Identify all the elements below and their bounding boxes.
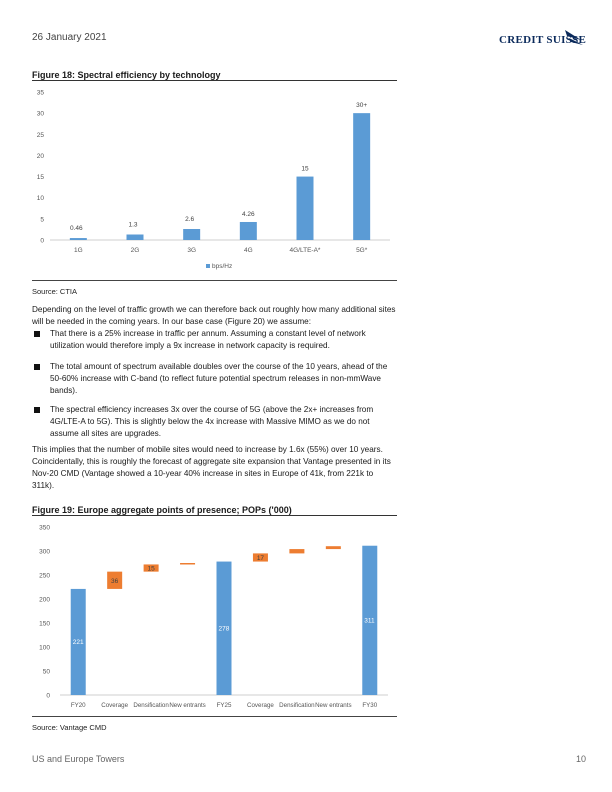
conclusion-paragraph: This implies that the number of mobile s…	[32, 445, 391, 490]
bullet-icon	[34, 364, 40, 370]
x-tick-label: 4G/LTE-A*	[290, 247, 321, 254]
figure-19-title: Figure 19: Europe aggregate points of pr…	[32, 505, 292, 515]
legend-swatch	[206, 264, 210, 268]
data-label: 0.46	[70, 225, 83, 232]
report-date: 26 January 2021	[32, 32, 107, 43]
figure-19-top-rule	[32, 515, 397, 516]
x-tick-label: FY30	[362, 702, 377, 709]
data-label: 15	[147, 566, 155, 573]
logo-wordmark: CREDIT SUISSE	[499, 34, 587, 46]
x-tick-label: New entrants	[315, 702, 351, 709]
bar	[70, 588, 86, 695]
bar	[143, 564, 159, 572]
bar	[239, 221, 257, 240]
data-label: 17	[257, 555, 265, 562]
data-label: 15	[301, 166, 309, 173]
y-tick-label: 100	[39, 645, 50, 652]
y-tick-label: 30	[37, 111, 45, 118]
x-tick-label: Coverage	[101, 702, 128, 709]
y-tick-label: 20	[37, 153, 45, 160]
bar	[362, 545, 378, 695]
x-tick-label: 4G	[244, 247, 253, 254]
y-tick-label: 200	[39, 597, 50, 604]
credit-suisse-logo: CREDIT SUISSE	[495, 28, 587, 48]
y-tick-label: 50	[43, 669, 51, 676]
legend-label: bps/Hz	[212, 263, 232, 270]
data-label: 278	[219, 625, 230, 632]
data-label: 2.6	[185, 216, 194, 223]
bar	[216, 561, 232, 695]
y-tick-label: 350	[39, 525, 50, 532]
bar	[107, 571, 123, 589]
intro-paragraph: Depending on the level of traffic growth…	[32, 305, 396, 326]
bullet-text: The total amount of spectrum available d…	[50, 362, 388, 395]
data-label: 30+	[356, 102, 367, 109]
bar	[183, 229, 201, 240]
spectral-efficiency-chart: 0 5 10 15 20 25 30 35 0.46 1G 1.3 2G 2.6 3G 4.26 4G 15 4G…	[37, 90, 390, 270]
y-tick-label: 10	[37, 195, 45, 202]
y-tick-label: 300	[39, 549, 50, 556]
x-tick-label: FY25	[217, 702, 232, 709]
figure-18-bottom-rule	[32, 280, 397, 281]
bullet-icon	[34, 407, 40, 413]
y-tick-label: 0	[46, 693, 50, 700]
bullet-text: That there is a 25% increase in traffic …	[50, 329, 366, 350]
figure-18-title: Figure 18: Spectral efficiency by techno…	[32, 70, 221, 80]
sail-icon	[565, 30, 583, 45]
europe-pops-waterfall-chart: 0 50 100 150 200 250 300 350 221 FY20 36 Coverage 15…	[39, 525, 388, 709]
x-tick-label: Densification	[279, 702, 315, 709]
x-tick-label: 1G	[74, 247, 83, 254]
bar	[180, 563, 196, 565]
page-number: 10	[576, 754, 587, 764]
figure-18-source: Source: CTIA	[32, 287, 78, 296]
x-tick-label: Coverage	[247, 702, 274, 709]
data-label: 36	[111, 578, 119, 585]
y-tick-label: 250	[39, 573, 50, 580]
bar	[289, 549, 305, 554]
figure-19-bottom-rule	[32, 716, 397, 717]
y-tick-label: 25	[37, 132, 45, 139]
data-label: 1.3	[128, 222, 137, 229]
x-tick-label: 3G	[187, 247, 196, 254]
figure-18-top-rule	[32, 80, 397, 81]
x-tick-label: New entrants	[169, 702, 205, 709]
footer-report-title: US and Europe Towers	[32, 754, 125, 764]
bar	[252, 553, 268, 562]
y-tick-label: 150	[39, 621, 50, 628]
x-tick-label: 2G	[131, 247, 140, 254]
y-tick-label: 0	[40, 238, 44, 245]
bar	[126, 234, 144, 240]
y-tick-label: 5	[40, 216, 44, 223]
figure-19-source: Source: Vantage CMD	[32, 723, 107, 732]
x-tick-label: Densification	[133, 702, 169, 709]
bar	[325, 546, 341, 550]
bar	[69, 238, 87, 240]
x-tick-label: FY20	[71, 702, 86, 709]
data-label: 221	[73, 639, 84, 646]
data-label: 4.26	[242, 211, 255, 218]
x-tick-label: 5G*	[356, 247, 368, 254]
bullet-text: The spectral efficiency increases 3x ove…	[50, 405, 374, 438]
y-tick-label: 35	[37, 90, 45, 97]
y-tick-label: 15	[37, 174, 45, 181]
bar	[353, 113, 371, 240]
bar	[296, 176, 314, 240]
data-label: 311	[364, 617, 375, 624]
bullet-icon	[34, 331, 40, 337]
